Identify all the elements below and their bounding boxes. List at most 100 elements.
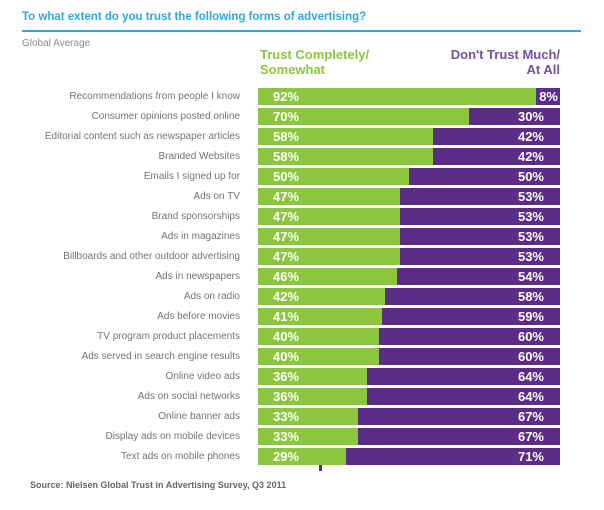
chart-row: Emails I signed up for 50% 50% bbox=[0, 168, 604, 185]
distrust-segment: 8% bbox=[535, 88, 560, 105]
chart-row: Online banner ads 33% 67% bbox=[0, 408, 604, 425]
trust-value: 42% bbox=[273, 289, 300, 304]
trust-value: 46% bbox=[273, 269, 300, 284]
distrust-segment: 53% bbox=[399, 188, 560, 205]
stacked-bar: 36% 64% bbox=[258, 368, 560, 385]
trust-value: 47% bbox=[273, 249, 300, 264]
category-label: Ads on social networks bbox=[137, 391, 240, 402]
stacked-bar: 47% 53% bbox=[258, 188, 560, 205]
stacked-bar: 47% 53% bbox=[258, 208, 560, 225]
stacked-bar: 33% 67% bbox=[258, 408, 560, 425]
stacked-bar: 46% 54% bbox=[258, 268, 560, 285]
trust-segment: 70% bbox=[258, 108, 470, 125]
distrust-segment: 60% bbox=[378, 328, 560, 345]
distrust-segment: 71% bbox=[345, 448, 560, 465]
stacked-bar: 29% 71% bbox=[258, 448, 560, 465]
category-label: Text ads on mobile phones bbox=[121, 451, 240, 462]
distrust-value: 59% bbox=[517, 309, 544, 324]
trust-segment: 40% bbox=[258, 328, 379, 345]
chart-row: Billboards and other outdoor advertising… bbox=[0, 248, 604, 265]
distrust-value: 58% bbox=[517, 289, 544, 304]
category-label: Ads on TV bbox=[193, 191, 240, 202]
legend-trust-label: Trust Completely/ Somewhat bbox=[260, 47, 369, 77]
distrust-value: 53% bbox=[517, 249, 544, 264]
trust-segment: 92% bbox=[258, 88, 536, 105]
stacked-bar: 36% 64% bbox=[258, 388, 560, 405]
stacked-bar: 92% 8% bbox=[258, 88, 560, 105]
trust-segment: 58% bbox=[258, 148, 434, 165]
stacked-bar: 58% 42% bbox=[258, 128, 560, 145]
category-label: TV program product placements bbox=[97, 331, 240, 342]
trust-value: 36% bbox=[273, 369, 300, 384]
stacked-bar: 47% 53% bbox=[258, 248, 560, 265]
distrust-value: 54% bbox=[517, 269, 544, 284]
chart-row: Ads on radio 42% 58% bbox=[0, 288, 604, 305]
chart-row: Ads before movies 41% 59% bbox=[0, 308, 604, 325]
trust-segment: 47% bbox=[258, 208, 400, 225]
trust-value: 50% bbox=[273, 169, 300, 184]
category-label: Editorial content such as newspaper arti… bbox=[44, 131, 240, 142]
trust-segment: 42% bbox=[258, 288, 385, 305]
chart-row: Ads on TV 47% 53% bbox=[0, 188, 604, 205]
legend-distrust-line1: Don't Trust Much/ bbox=[450, 47, 560, 62]
distrust-segment: 30% bbox=[469, 108, 560, 125]
trust-value: 33% bbox=[273, 429, 300, 444]
axis-tick bbox=[319, 465, 322, 471]
stacked-bar: 47% 53% bbox=[258, 228, 560, 245]
category-label: Branded Websites bbox=[158, 151, 240, 162]
category-label: Online video ads bbox=[165, 371, 241, 382]
distrust-segment: 59% bbox=[381, 308, 560, 325]
category-label: Emails I signed up for bbox=[143, 171, 240, 182]
distrust-value: 30% bbox=[517, 109, 544, 124]
chart-row: Text ads on mobile phones 29% 71% bbox=[0, 448, 604, 465]
subtitle-global-average: Global Average bbox=[22, 38, 91, 49]
chart-row: Ads in newspapers 46% 54% bbox=[0, 268, 604, 285]
distrust-value: 64% bbox=[517, 369, 544, 384]
distrust-segment: 67% bbox=[357, 428, 560, 445]
stacked-bar: 33% 67% bbox=[258, 428, 560, 445]
category-label: Billboards and other outdoor advertising bbox=[63, 251, 240, 262]
distrust-segment: 64% bbox=[366, 368, 560, 385]
legend-distrust-label: Don't Trust Much/ At All bbox=[451, 47, 560, 77]
category-label: Online banner ads bbox=[158, 411, 240, 422]
stacked-bar: 40% 60% bbox=[258, 348, 560, 365]
trust-value: 40% bbox=[273, 349, 300, 364]
stacked-bar: 50% 50% bbox=[258, 168, 560, 185]
legend-distrust-line2: At All bbox=[526, 62, 560, 77]
distrust-value: 53% bbox=[517, 209, 544, 224]
category-label: Ads on radio bbox=[183, 291, 240, 302]
trust-value: 36% bbox=[273, 389, 300, 404]
distrust-value: 67% bbox=[517, 429, 544, 444]
distrust-value: 71% bbox=[517, 449, 544, 464]
trust-segment: 36% bbox=[258, 388, 367, 405]
distrust-value: 64% bbox=[517, 389, 544, 404]
title-underline bbox=[22, 30, 581, 32]
chart-row: Ads on social networks 36% 64% bbox=[0, 388, 604, 405]
distrust-value: 53% bbox=[517, 229, 544, 244]
trust-segment: 33% bbox=[258, 428, 358, 445]
trust-value: 29% bbox=[273, 449, 300, 464]
category-label: Ads in newspapers bbox=[155, 271, 241, 282]
chart-row: Branded Websites 58% 42% bbox=[0, 148, 604, 165]
page-title: To what extent do you trust the followin… bbox=[22, 11, 367, 23]
category-label: Ads in magazines bbox=[161, 231, 240, 242]
stacked-bar: 41% 59% bbox=[258, 308, 560, 325]
trust-segment: 33% bbox=[258, 408, 358, 425]
trust-segment: 41% bbox=[258, 308, 382, 325]
distrust-segment: 53% bbox=[399, 248, 560, 265]
stacked-bar: 40% 60% bbox=[258, 328, 560, 345]
distrust-value: 42% bbox=[517, 149, 544, 164]
chart-row: Ads in magazines 47% 53% bbox=[0, 228, 604, 245]
chart-row: Display ads on mobile devices 33% 67% bbox=[0, 428, 604, 445]
trust-segment: 58% bbox=[258, 128, 434, 145]
chart-row: Online video ads 36% 64% bbox=[0, 368, 604, 385]
trust-segment: 36% bbox=[258, 368, 367, 385]
trust-value: 58% bbox=[273, 129, 300, 144]
legend-trust-line1: Trust Completely/ bbox=[260, 47, 370, 62]
trust-value: 47% bbox=[273, 209, 300, 224]
trust-segment: 40% bbox=[258, 348, 379, 365]
trust-value: 47% bbox=[273, 229, 300, 244]
chart-row: Recommendations from people I know 92% 8% bbox=[0, 88, 604, 105]
distrust-value: 60% bbox=[517, 329, 544, 344]
